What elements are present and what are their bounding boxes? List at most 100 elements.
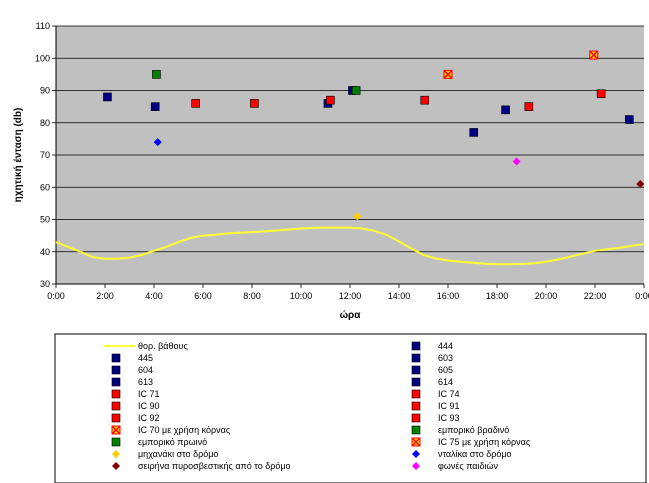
legend-label: νταλίκα στο δρόμο xyxy=(438,449,512,459)
legend-marker xyxy=(111,353,121,363)
x-tick-label: 6:00 xyxy=(194,291,212,301)
legend-marker xyxy=(111,413,121,423)
legend-marker xyxy=(411,437,421,447)
y-tick-labels: 30 40 50 60 70 80 90 100 110 xyxy=(35,21,50,289)
x-tick-labels: 0:00 2:00 4:00 6:00 8:00 10:00 12:00 14:00 16:00… xyxy=(47,291,649,301)
legend-entry: IC 92 xyxy=(111,413,160,423)
legend-marker xyxy=(411,377,421,387)
x-tick-label: 10:00 xyxy=(290,291,313,301)
legend-label: IC 70 με χρήση κόρνας xyxy=(138,425,231,435)
data-point xyxy=(153,138,162,147)
legend-marker xyxy=(111,389,121,399)
legend-entry: IC 90 xyxy=(111,401,160,411)
legend-label: εμπορικό πρωινό xyxy=(138,437,207,447)
y-tick-label: 40 xyxy=(40,247,50,257)
x-tick-label: 20:00 xyxy=(535,291,558,301)
legend: θορ. βάθους 445 604 613 IC 71 IC 90 IC 92 IC 70… xyxy=(104,341,531,471)
x-tick-label: 12:00 xyxy=(339,291,362,301)
legend-label: 603 xyxy=(438,353,453,363)
legend-entry: εμπορικό βραδινό xyxy=(411,425,509,435)
y-tick-label: 90 xyxy=(40,86,50,96)
legend-entry: νταλίκα στο δρόμο xyxy=(412,449,512,459)
y-tick-label: 100 xyxy=(35,53,50,63)
data-points xyxy=(103,50,645,221)
x-tick-label: 22:00 xyxy=(584,291,607,301)
legend-marker xyxy=(411,389,421,399)
legend-marker xyxy=(411,365,421,375)
data-point xyxy=(351,86,361,95)
legend-entry: 444 xyxy=(411,341,453,351)
data-point xyxy=(596,89,606,99)
legend-entry: εμπορικό πρωινό xyxy=(111,437,207,447)
data-point xyxy=(589,50,599,60)
data-point xyxy=(624,115,634,124)
data-point xyxy=(326,95,335,105)
legend-label: μηχανάκι στο δρόμο xyxy=(138,449,218,459)
y-tick-label: 50 xyxy=(40,215,50,225)
legend-label: θορ. βάθους xyxy=(138,341,188,351)
legend-label: σειρήνα πυροσβεστικής από το δρόμο xyxy=(138,461,291,471)
legend-marker xyxy=(412,462,420,470)
legend-box xyxy=(54,333,647,483)
data-point xyxy=(150,102,160,111)
x-tick-label: 2:00 xyxy=(96,291,114,301)
legend-label: IC 75 με χρήση κόρνας xyxy=(438,437,531,447)
x-tick-label: 4:00 xyxy=(145,291,163,301)
legend-marker xyxy=(112,450,120,458)
data-point xyxy=(353,212,362,221)
legend-entry: 605 xyxy=(411,365,453,375)
legend-marker xyxy=(111,365,121,375)
legend-marker xyxy=(111,437,121,447)
legend-marker xyxy=(411,341,421,351)
legend-marker xyxy=(411,353,421,363)
legend-marker xyxy=(411,413,421,423)
legend-entry: 603 xyxy=(411,353,453,363)
y-tick-label: 80 xyxy=(40,118,50,128)
legend-label: IC 71 xyxy=(138,389,160,399)
x-tick-label: 18:00 xyxy=(486,291,509,301)
legend-entry: IC 74 xyxy=(411,389,460,399)
legend-entry: 614 xyxy=(411,377,453,387)
x-axis-title: ώρα xyxy=(340,310,362,321)
legend-entry: σειρήνα πυροσβεστικής από το δρόμο xyxy=(112,461,291,471)
legend-marker xyxy=(111,401,121,411)
y-tick-label: 110 xyxy=(36,21,50,31)
legend-label: φωνές παιδιών xyxy=(438,461,499,471)
x-tick-label: 16:00 xyxy=(437,291,460,301)
y-axis-title: ηχητική ένταση (db) xyxy=(13,108,24,203)
legend-entry: IC 91 xyxy=(411,401,460,411)
legend-entry: 613 xyxy=(111,377,153,387)
legend-entry: IC 70 με χρήση κόρνας xyxy=(111,425,231,435)
legend-label: IC 91 xyxy=(438,401,460,411)
legend-label: 614 xyxy=(438,377,453,387)
x-tick-label: 14:00 xyxy=(388,291,411,301)
data-point xyxy=(191,99,200,108)
data-point xyxy=(469,128,479,137)
data-point xyxy=(524,102,534,111)
x-tick-label: 0:00 xyxy=(47,291,65,301)
x-tick-label: 8:00 xyxy=(243,291,261,301)
legend-marker xyxy=(111,425,121,435)
legend-entry: μηχανάκι στο δρόμο xyxy=(112,449,218,459)
legend-entry: IC 75 με χρήση κόρνας xyxy=(411,437,531,447)
data-point xyxy=(103,92,112,102)
x-tick-label: 0:00 xyxy=(635,291,649,301)
legend-marker xyxy=(112,462,120,470)
legend-label: IC 90 xyxy=(138,401,160,411)
data-point xyxy=(443,69,453,79)
data-point xyxy=(420,95,430,105)
legend-entry: φωνές παιδιών xyxy=(412,461,499,471)
legend-label: IC 74 xyxy=(438,389,460,399)
data-point xyxy=(152,70,161,79)
legend-label: 605 xyxy=(438,365,453,375)
legend-marker xyxy=(111,377,121,387)
y-tick-label: 30 xyxy=(40,279,50,289)
y-tick-label: 70 xyxy=(40,150,50,160)
legend-entry: θορ. βάθους xyxy=(104,341,188,351)
legend-label: IC 93 xyxy=(438,413,460,423)
legend-marker xyxy=(411,401,421,411)
legend-label: εμπορικό βραδινό xyxy=(438,425,509,435)
legend-label: 445 xyxy=(138,353,153,363)
legend-label: 604 xyxy=(138,365,153,375)
data-point xyxy=(512,157,521,166)
